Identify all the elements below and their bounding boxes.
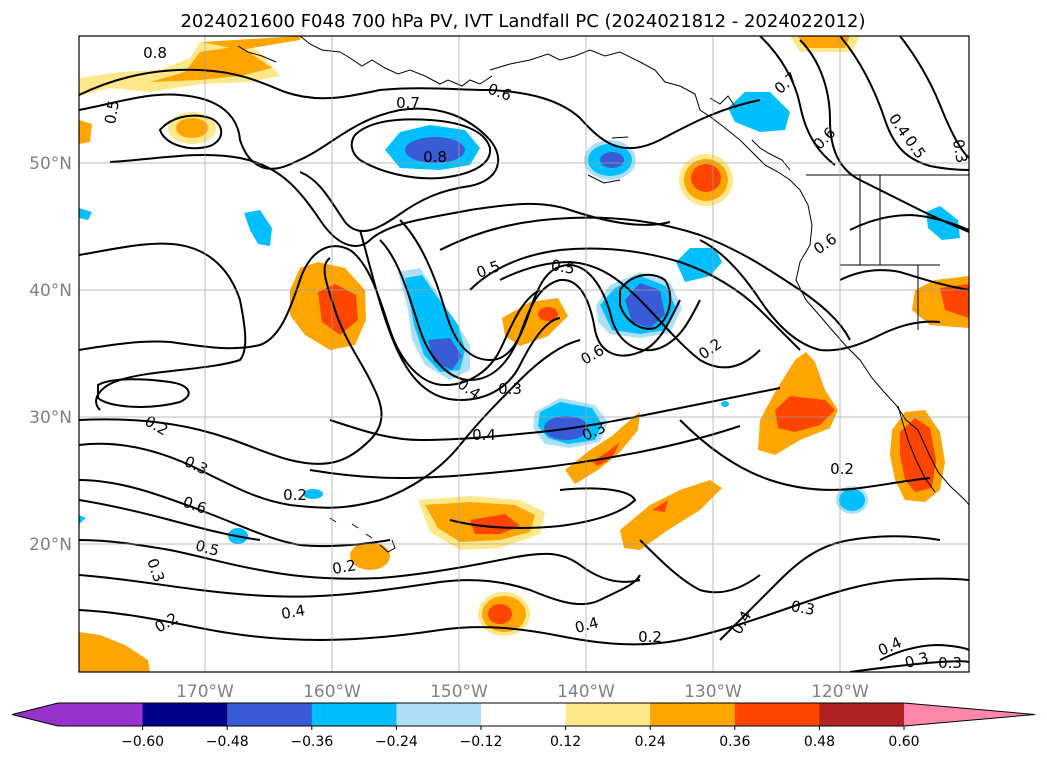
colorbar-tick-label: −0.12 (460, 734, 503, 750)
contour-label: 0.3 (498, 380, 522, 398)
lat-label: 40°N (29, 281, 72, 301)
contour-label: 0.4 (472, 426, 496, 444)
lon-label: 170°W (176, 682, 234, 702)
colorbar-tick-label: −0.24 (375, 734, 418, 750)
lon-label: 150°W (430, 682, 488, 702)
contour-label: 0.2 (638, 628, 662, 646)
colorbar-segment (819, 703, 905, 726)
colorbar-segment (227, 703, 313, 726)
colorbar-tick-label: −0.36 (290, 734, 333, 750)
colorbar-segment (565, 703, 651, 726)
contour-label: 0.5 (101, 99, 123, 126)
colorbar-segment (734, 703, 820, 726)
contour-label: 0.7 (396, 94, 420, 112)
longitude-labels: 170°W 160°W 150°W 140°W 130°W 120°W (176, 682, 869, 702)
colorbar-tick-label: −0.48 (206, 734, 249, 750)
latitude-labels: 50°N 40°N 30°N 20°N (29, 154, 72, 555)
contour-label: 0.2 (331, 556, 358, 578)
colorbar-tick-label: 0.24 (635, 734, 666, 750)
colorbar-segment (142, 703, 228, 726)
colorbar-extend-high (904, 703, 1035, 726)
colorbar-segment (311, 703, 397, 726)
lon-label: 120°W (811, 682, 869, 702)
map-frame (78, 35, 970, 673)
contour-label: 0.3 (790, 597, 817, 619)
contour-lines (79, 36, 969, 672)
contour-label: 0.8 (143, 44, 167, 62)
colorbar-segment (396, 703, 482, 726)
lat-label: 50°N (29, 154, 72, 174)
lat-label: 20°N (29, 535, 72, 555)
contour-label: 0.3 (938, 654, 962, 672)
colorbar-segment (650, 703, 736, 726)
contour-label: 0.3 (903, 648, 931, 672)
contour-label: 0.3 (949, 138, 971, 165)
colorbar-tick-label: −0.60 (121, 734, 164, 750)
lon-label: 130°W (684, 682, 742, 702)
colorbar-segment (481, 703, 567, 726)
map-background (79, 36, 969, 672)
contour-label: 0.4 (573, 613, 601, 637)
contour-label: 0.5 (193, 536, 221, 560)
colorbar-outline (11, 702, 1036, 727)
contour-label: 0.8 (423, 148, 447, 166)
figure-title: 2024021600 F048 700 hPa PV, IVT Landfall… (180, 11, 865, 32)
contour-label: 0.2 (283, 486, 307, 504)
gridlines (79, 36, 969, 672)
colorbar-tick-label: 0.48 (804, 734, 835, 750)
contour-label: 0.5 (550, 256, 577, 278)
colorbar-tick-label: 0.36 (719, 734, 750, 750)
contour-label: 0.4 (280, 601, 307, 623)
lon-label: 160°W (303, 682, 361, 702)
lon-label: 140°W (557, 682, 615, 702)
colorbar-extend-low (12, 703, 58, 726)
lat-label: 30°N (29, 408, 72, 428)
contour-label: 0.2 (830, 460, 854, 478)
colorbar-tick-label: 0.12 (550, 734, 581, 750)
colorbar: −0.60 −0.48 −0.36 −0.24 −0.12 0.12 0.24 0.36 0.4… (11, 702, 1036, 750)
colorbar-tick-label: 0.60 (888, 734, 919, 750)
colorbar-segment (58, 703, 144, 726)
coastlines (237, 36, 969, 553)
